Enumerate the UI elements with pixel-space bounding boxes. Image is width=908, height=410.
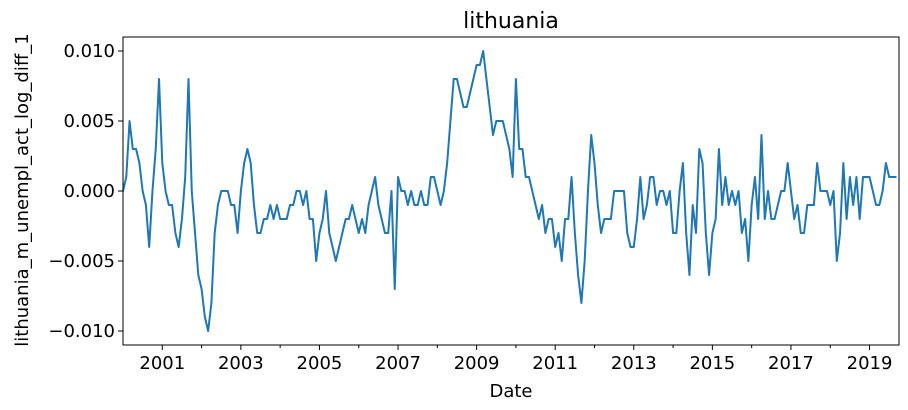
y-tick-label: 0.005 [63,111,115,132]
y-tick-label: −0.005 [48,251,115,272]
x-tick-label: 2017 [768,353,814,374]
y-axis-ticks: −0.010 −0.005 0.000 0.005 0.010 [48,41,123,342]
series-line [122,50,897,332]
y-tick-label: −0.010 [48,321,115,342]
y-axis-title: lithuania_m_unempl_act_log_diff_1 [12,33,33,346]
y-tick-label: 0.000 [63,181,115,202]
x-tick-label: 2013 [611,353,657,374]
plot-frame [122,36,900,346]
x-axis-ticks: 2001 2003 2005 2007 2009 2011 2013 2015 2017 2019 [139,345,892,374]
x-axis-title: Date [489,381,532,402]
x-tick-label: 2003 [218,353,264,374]
x-tick-label: 2011 [532,353,578,374]
chart-title: lithuania [463,9,559,34]
x-tick-label: 2015 [689,353,735,374]
x-tick-label: 2007 [375,353,421,374]
x-tick-label: 2009 [454,353,500,374]
y-tick-label: 0.010 [63,41,115,62]
x-tick-label: 2001 [139,353,185,374]
x-tick-label: 2019 [847,353,893,374]
x-tick-label: 2005 [297,353,343,374]
